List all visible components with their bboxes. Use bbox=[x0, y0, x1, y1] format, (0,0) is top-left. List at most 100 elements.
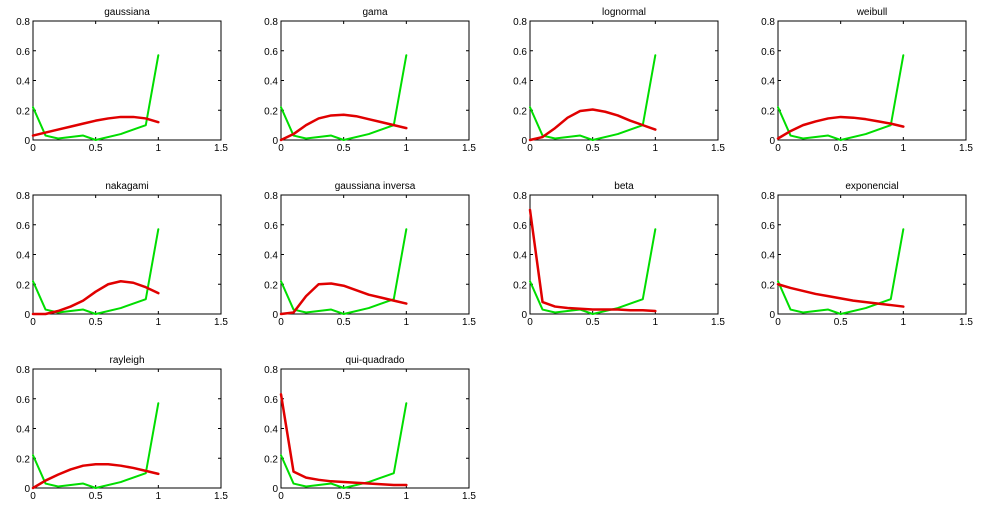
x-tick-label: 1 bbox=[156, 143, 162, 154]
axes-frame bbox=[32, 368, 222, 489]
x-tick-label: 0 bbox=[775, 317, 781, 328]
axes-frame bbox=[280, 368, 470, 489]
axes-frame bbox=[32, 194, 222, 315]
subplot-7: exponencial 0 0.5 1 1.5 0 0.2 0.4 0.6 0.8 bbox=[761, 181, 973, 328]
x-tick-label: 1 bbox=[404, 491, 410, 502]
y-tick-label: 0.2 bbox=[16, 454, 30, 465]
subplot-title: gama bbox=[362, 7, 387, 18]
subplot-6: beta 0 0.5 1 1.5 0 0.2 0.4 0.6 0.8 bbox=[513, 181, 725, 328]
y-tick-label: 0.4 bbox=[264, 77, 278, 88]
subplot-title: lognormal bbox=[602, 7, 646, 18]
axes-frame bbox=[777, 20, 967, 141]
y-tick-label: 0.2 bbox=[264, 280, 278, 291]
x-tick-label: 1.5 bbox=[959, 143, 973, 154]
y-tick-label: 0.6 bbox=[513, 221, 527, 232]
series-line-red bbox=[31, 462, 160, 490]
y-tick-label: 0.6 bbox=[761, 47, 775, 58]
series-line-green bbox=[32, 228, 160, 315]
y-tick-label: 0.2 bbox=[16, 280, 30, 291]
x-tick-label: 0 bbox=[775, 143, 781, 154]
y-tick-label: 0.6 bbox=[513, 47, 527, 58]
series-line-red bbox=[776, 283, 905, 308]
x-tick-label: 0 bbox=[278, 143, 284, 154]
subplot-2: lognormal 0 0.5 1 1.5 0 0.2 0.4 0.6 0.8 bbox=[513, 7, 725, 154]
y-tick-label: 0.8 bbox=[264, 17, 278, 28]
series-line-red bbox=[528, 208, 657, 313]
y-tick-label: 0.2 bbox=[761, 106, 775, 117]
series-line-red bbox=[31, 115, 160, 137]
y-tick-label: 0 bbox=[272, 136, 278, 147]
y-tick-label: 0.6 bbox=[16, 395, 30, 406]
y-tick-label: 0.6 bbox=[761, 221, 775, 232]
x-tick-label: 0 bbox=[527, 143, 533, 154]
series-line-green bbox=[280, 228, 408, 315]
series-line-red bbox=[279, 113, 408, 142]
y-tick-label: 0 bbox=[521, 310, 527, 321]
y-tick-label: 0.2 bbox=[513, 280, 527, 291]
series-line-red bbox=[279, 282, 408, 316]
y-tick-label: 0.4 bbox=[16, 77, 30, 88]
y-tick-label: 0.6 bbox=[16, 47, 30, 58]
y-tick-label: 0 bbox=[272, 484, 278, 495]
x-tick-label: 0 bbox=[30, 143, 36, 154]
x-tick-label: 1 bbox=[653, 317, 659, 328]
y-tick-label: 0.8 bbox=[761, 17, 775, 28]
x-tick-label: 1.5 bbox=[214, 491, 228, 502]
x-tick-label: 0.5 bbox=[586, 317, 600, 328]
y-tick-label: 0.2 bbox=[264, 454, 278, 465]
subplot-title: weibull bbox=[856, 7, 888, 18]
y-tick-label: 0.4 bbox=[513, 77, 527, 88]
y-tick-label: 0.2 bbox=[16, 106, 30, 117]
series-line-green bbox=[529, 228, 657, 315]
x-tick-label: 1 bbox=[901, 143, 907, 154]
x-tick-label: 1.5 bbox=[959, 317, 973, 328]
series-line-green bbox=[777, 54, 905, 141]
y-tick-label: 0.4 bbox=[16, 251, 30, 262]
x-tick-label: 0 bbox=[278, 317, 284, 328]
subplot-title: nakagami bbox=[105, 181, 148, 192]
x-tick-label: 0.5 bbox=[89, 317, 103, 328]
y-tick-label: 0.4 bbox=[761, 251, 775, 262]
y-tick-label: 0.8 bbox=[16, 365, 30, 376]
y-tick-label: 0.8 bbox=[264, 365, 278, 376]
series-line-green bbox=[777, 228, 905, 315]
y-tick-label: 0.4 bbox=[264, 425, 278, 436]
subplot-0: gaussiana 0 0.5 1 1.5 0 0.2 0.4 0.6 0.8 bbox=[16, 7, 228, 154]
y-tick-label: 0.2 bbox=[513, 106, 527, 117]
x-tick-label: 1.5 bbox=[711, 317, 725, 328]
y-tick-label: 0 bbox=[521, 136, 527, 147]
series-line-red bbox=[279, 393, 408, 487]
x-tick-label: 1.5 bbox=[711, 143, 725, 154]
subplot-title: exponencial bbox=[845, 181, 898, 192]
subplot-5: gaussiana inversa 0 0.5 1 1.5 0 0.2 0.4 0.6 0.8 bbox=[264, 181, 476, 328]
y-tick-label: 0 bbox=[769, 136, 775, 147]
y-tick-label: 0.6 bbox=[264, 221, 278, 232]
series-line-red bbox=[31, 280, 160, 316]
y-tick-label: 0 bbox=[24, 136, 30, 147]
subplot-9: qui-quadrado 0 0.5 1 1.5 0 0.2 0.4 0.6 0.8 bbox=[264, 355, 476, 502]
x-tick-label: 0.5 bbox=[89, 491, 103, 502]
x-tick-label: 0 bbox=[278, 491, 284, 502]
series-line-green bbox=[529, 54, 657, 141]
subplot-4: nakagami 0 0.5 1 1.5 0 0.2 0.4 0.6 0.8 bbox=[16, 181, 228, 328]
x-tick-label: 1.5 bbox=[462, 143, 476, 154]
x-tick-label: 1 bbox=[156, 317, 162, 328]
x-tick-label: 1.5 bbox=[462, 491, 476, 502]
axes-frame bbox=[32, 20, 222, 141]
series-line-green bbox=[280, 54, 408, 141]
axes-frame bbox=[529, 194, 719, 315]
x-tick-label: 0.5 bbox=[89, 143, 103, 154]
subplot-title: gaussiana inversa bbox=[335, 181, 416, 192]
x-tick-label: 1 bbox=[653, 143, 659, 154]
x-tick-label: 0.5 bbox=[337, 491, 351, 502]
y-tick-label: 0.8 bbox=[264, 191, 278, 202]
subplot-title: gaussiana bbox=[104, 7, 150, 18]
series-line-green bbox=[32, 402, 160, 489]
x-tick-label: 0 bbox=[30, 491, 36, 502]
y-tick-label: 0.6 bbox=[16, 221, 30, 232]
y-tick-label: 0.6 bbox=[264, 395, 278, 406]
x-tick-label: 0.5 bbox=[834, 317, 848, 328]
x-tick-label: 0.5 bbox=[834, 143, 848, 154]
subplot-title: rayleigh bbox=[109, 355, 144, 366]
